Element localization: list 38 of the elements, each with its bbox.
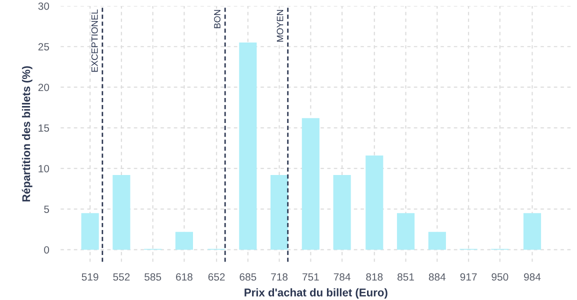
bar [523,213,542,250]
bar [396,213,415,250]
x-tick-label: 784 [334,273,350,281]
x-tick-label: 718 [271,273,288,281]
y-axis-title: Répartition des billets (%) [22,66,32,202]
x-tick-label: 884 [428,273,446,281]
y-tick-label: 30 [38,2,50,10]
x-tick-label: 917 [460,273,477,281]
x-tick-label: 618 [176,273,192,281]
x-tick-label: 751 [302,273,319,281]
x-tick-label: 851 [398,273,414,281]
x-tick-label: 950 [492,273,508,281]
y-tick-label: 0 [44,246,50,254]
bar [270,174,288,250]
bar [81,213,99,250]
bar [175,232,193,250]
bar [302,118,320,250]
x-tick-label: 818 [366,273,383,281]
x-axis-title: Prix d'achat du billet (Euro) [244,288,388,299]
bar [333,174,351,250]
y-tick-label: 15 [38,124,50,132]
ref-line-label: MOYEN [276,10,284,42]
bar [112,174,130,250]
y-tick-label: 5 [44,206,50,213]
x-tick-label: 519 [82,273,98,281]
bar [428,232,446,250]
y-tick-label: 20 [38,84,50,92]
x-tick-label: 984 [524,273,541,281]
bar [366,155,384,250]
x-tick-label: 552 [113,273,130,281]
x-tick-label: 652 [208,273,225,281]
ref-line-label: EXCEPTIONEL [91,10,98,72]
y-tick-label: 10 [38,164,50,172]
x-tick-label: 685 [240,273,256,281]
x-tick-label: 585 [144,273,162,281]
ref-line-label: BON [214,10,220,28]
y-tick-label: 25 [38,43,50,50]
bar [239,42,257,250]
